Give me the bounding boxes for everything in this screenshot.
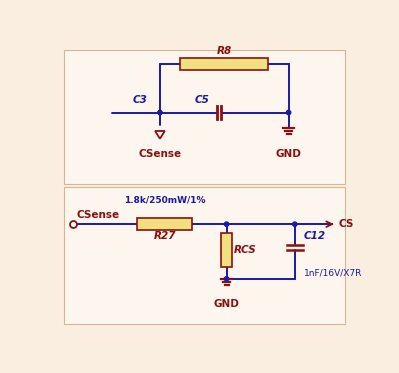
Text: C12: C12 xyxy=(304,232,326,241)
Bar xyxy=(64,187,345,324)
Bar xyxy=(180,58,269,70)
Text: GND: GND xyxy=(276,150,302,160)
Circle shape xyxy=(292,222,297,226)
Text: CSense: CSense xyxy=(138,150,182,160)
Circle shape xyxy=(158,110,162,115)
Text: CSense: CSense xyxy=(76,210,119,220)
Text: CS: CS xyxy=(338,219,354,229)
Bar xyxy=(64,50,345,184)
Text: GND: GND xyxy=(213,299,239,309)
Bar xyxy=(137,219,192,230)
Text: RCS: RCS xyxy=(233,245,256,255)
Text: 1.8k/250mW/1%: 1.8k/250mW/1% xyxy=(124,195,205,204)
Text: R27: R27 xyxy=(153,232,176,241)
Text: C3: C3 xyxy=(132,95,148,105)
Text: R8: R8 xyxy=(217,46,232,56)
Circle shape xyxy=(286,110,291,115)
Text: 1nF/16V/X7R: 1nF/16V/X7R xyxy=(304,269,362,278)
Bar xyxy=(221,233,232,267)
Text: C5: C5 xyxy=(194,95,209,105)
Circle shape xyxy=(224,222,229,226)
Circle shape xyxy=(224,277,229,281)
